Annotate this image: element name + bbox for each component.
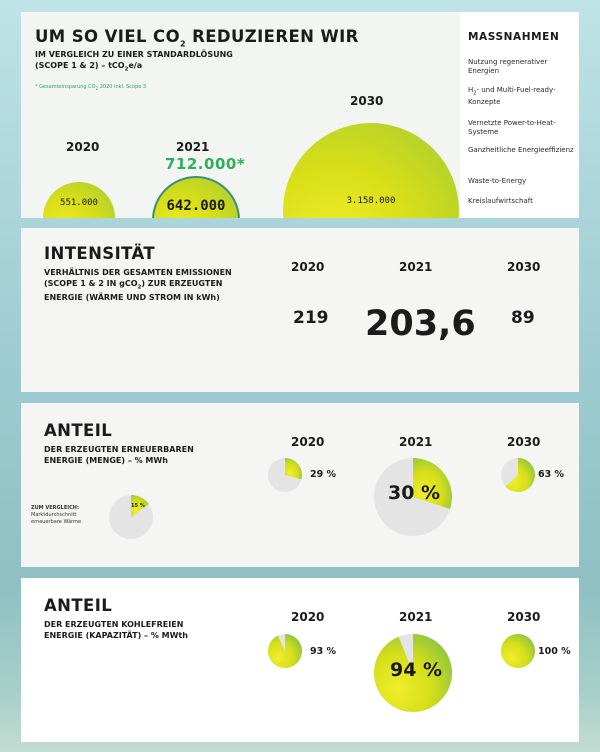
bubble-2021: 642.000 bbox=[152, 176, 240, 218]
renewable-subtitle: DER ERZEUGTEN ERNEUERBAREN ENERGIE (MENG… bbox=[44, 445, 194, 465]
pie-slice bbox=[285, 458, 302, 480]
pie-pct-label: 94 % bbox=[390, 659, 443, 681]
year-label: 2021 bbox=[399, 610, 433, 624]
year-label: 2030 bbox=[350, 94, 384, 108]
comparison-note: ZUM VERGLEICH: Marktdurchschnitt erneuer… bbox=[31, 505, 82, 525]
pie-chart-2021 bbox=[374, 634, 452, 712]
year-label: 2030 bbox=[507, 435, 541, 449]
pie-chart-2020 bbox=[268, 634, 302, 668]
measure-item: Nutzung regenerativer Energien bbox=[468, 58, 548, 75]
pie-pct-label: 63 % bbox=[538, 469, 565, 480]
pie-slice bbox=[501, 634, 535, 668]
year-label: 2020 bbox=[291, 260, 325, 274]
emissions-footnote: * Gesamteinsparung CO2 2020 inkl. Scope … bbox=[35, 84, 148, 91]
year-label: 2021 bbox=[176, 140, 210, 154]
measure-item: Vernetzte Power-to-Heat-Systeme bbox=[468, 119, 556, 136]
year-label: 2020 bbox=[66, 140, 100, 154]
pie-pct-label: 30 % bbox=[388, 482, 441, 504]
intensity-card: INTENSITÄT VERHÄLTNIS DER GESAMTEN EMISS… bbox=[21, 228, 579, 392]
pie-chart-2020 bbox=[268, 458, 302, 492]
emissions-title: UM SO VIEL CO2 REDUZIEREN WIR bbox=[35, 27, 359, 49]
intensity-value: 219 bbox=[293, 308, 329, 328]
total-savings-label: 712.000* bbox=[165, 155, 246, 173]
measure-item: Waste-to-Energy bbox=[468, 177, 527, 185]
pie-slice bbox=[268, 634, 302, 668]
pie-pct-label: 29 % bbox=[310, 469, 337, 480]
measures-heading: MASSNAHMEN bbox=[468, 31, 560, 43]
pie-slice bbox=[413, 458, 452, 510]
pie-pct-label: 100 % bbox=[538, 646, 571, 657]
year-label: 2020 bbox=[291, 435, 325, 449]
bubble-2030: 3.158.000 bbox=[283, 123, 459, 218]
intensity-title: INTENSITÄT bbox=[44, 244, 156, 263]
renewable-title: ANTEIL bbox=[44, 421, 113, 440]
pie-slice bbox=[131, 495, 149, 517]
pie-chart-2021 bbox=[374, 458, 452, 536]
emissions-card: UM SO VIEL CO2 REDUZIEREN WIR IM VERGLEI… bbox=[21, 12, 579, 218]
intensity-value: 203,6 bbox=[365, 304, 476, 344]
intensity-subtitle: VERHÄLTNIS DER GESAMTEN EMISSIONEN (SCOP… bbox=[44, 268, 232, 302]
pie-pct-label: 15 % bbox=[131, 503, 145, 509]
coalfree-card: ANTEIL DER ERZEUGTEN KOHLEFREIEN ENERGIE… bbox=[21, 578, 579, 742]
bubble-value: 642.000 bbox=[166, 198, 226, 214]
year-label: 2021 bbox=[399, 260, 433, 274]
pie-slice bbox=[505, 458, 535, 492]
measures-panel: MASSNAHMEN Nutzung regenerativer Energie… bbox=[460, 12, 579, 218]
coalfree-subtitle: DER ERZEUGTEN KOHLEFREIEN ENERGIE (KAPAZ… bbox=[44, 620, 188, 640]
bubble-2020: 551.000 bbox=[43, 182, 115, 218]
pie-slice bbox=[374, 634, 452, 712]
measure-item: H2- und Multi-Fuel-ready-Konzepte bbox=[468, 86, 556, 107]
coalfree-title: ANTEIL bbox=[44, 596, 113, 615]
pie-chart-comparison bbox=[109, 495, 153, 539]
year-label: 2021 bbox=[399, 435, 433, 449]
renewable-card: ANTEIL DER ERZEUGTEN ERNEUERBAREN ENERGI… bbox=[21, 403, 579, 567]
bubble-value: 3.158.000 bbox=[346, 196, 396, 206]
year-label: 2020 bbox=[291, 610, 325, 624]
pie-pct-label: 93 % bbox=[310, 646, 337, 657]
intensity-value: 89 bbox=[511, 308, 535, 328]
measure-item: Kreislaufwirtschaft bbox=[468, 197, 533, 205]
bubble-value: 551.000 bbox=[60, 198, 98, 208]
year-label: 2030 bbox=[507, 610, 541, 624]
emissions-subtitle: IM VERGLEICH ZU EINER STANDARDLÖSUNG (SC… bbox=[35, 50, 233, 73]
measure-item: Ganzheitliche Energieeffizienz bbox=[468, 146, 574, 154]
pie-chart-2030 bbox=[501, 458, 535, 492]
year-label: 2030 bbox=[507, 260, 541, 274]
pie-chart-2030 bbox=[501, 634, 535, 668]
